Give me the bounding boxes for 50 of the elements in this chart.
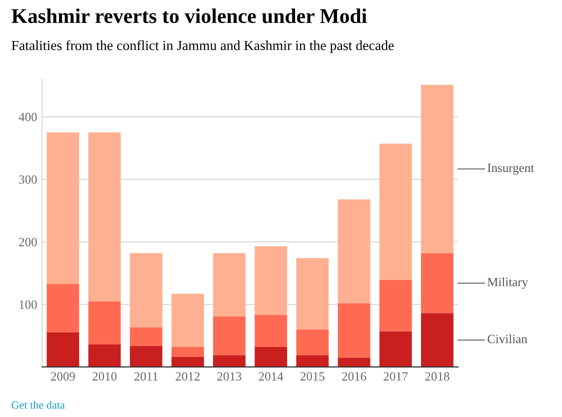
bar — [254, 246, 288, 316]
x-tick-label: 2014 — [258, 372, 284, 381]
x-tick-label: 2009 — [50, 372, 75, 381]
bar — [379, 331, 412, 367]
x-tick-label: 2018 — [425, 372, 450, 381]
x-tick-label: 2013 — [217, 372, 242, 381]
bar — [130, 328, 162, 346]
bar — [88, 301, 121, 344]
y-tick-label: 100 — [20, 300, 37, 309]
bar — [130, 346, 162, 367]
bar — [421, 84, 454, 254]
bar — [296, 355, 329, 367]
bar — [254, 315, 288, 347]
bar — [421, 253, 454, 314]
bar — [379, 144, 412, 280]
chart-subtitle: Fatalities from the conflict in Jammu and Kashmir in the past decade — [12, 40, 394, 53]
bar — [254, 346, 288, 367]
bar — [171, 346, 204, 357]
bar — [338, 199, 370, 304]
text: Civilian — [488, 334, 528, 344]
bar — [171, 294, 204, 347]
bar — [338, 358, 370, 367]
bar — [88, 344, 121, 367]
text: Get the data — [12, 400, 65, 409]
bar — [379, 280, 412, 332]
x-tick-label: 2017 — [384, 372, 408, 381]
x-tick-label: 2010 — [92, 372, 117, 381]
bar — [296, 258, 329, 330]
bar — [296, 329, 329, 356]
bar — [46, 332, 80, 367]
y-tick-label: 400 — [18, 112, 37, 122]
x-tick-label: 2012 — [176, 372, 200, 381]
bar — [46, 132, 80, 284]
bar — [213, 253, 246, 316]
chart-title: Kashmir reverts to violence under Modi — [12, 8, 367, 24]
x-tick-label: 2015 — [300, 372, 324, 381]
bar — [46, 284, 80, 333]
bar — [213, 355, 246, 367]
bar — [338, 303, 370, 358]
bar — [421, 313, 454, 367]
x-tick-label: 2016 — [342, 372, 366, 381]
bar — [213, 316, 246, 356]
y-tick-label: 200 — [19, 238, 37, 246]
x-tick-label: 2011 — [134, 372, 158, 381]
y-tick-label: 300 — [19, 175, 37, 184]
bar — [88, 132, 121, 302]
bar — [130, 253, 162, 328]
text: Insurgent — [488, 164, 534, 175]
bar — [171, 356, 204, 367]
text: Military — [488, 277, 528, 289]
